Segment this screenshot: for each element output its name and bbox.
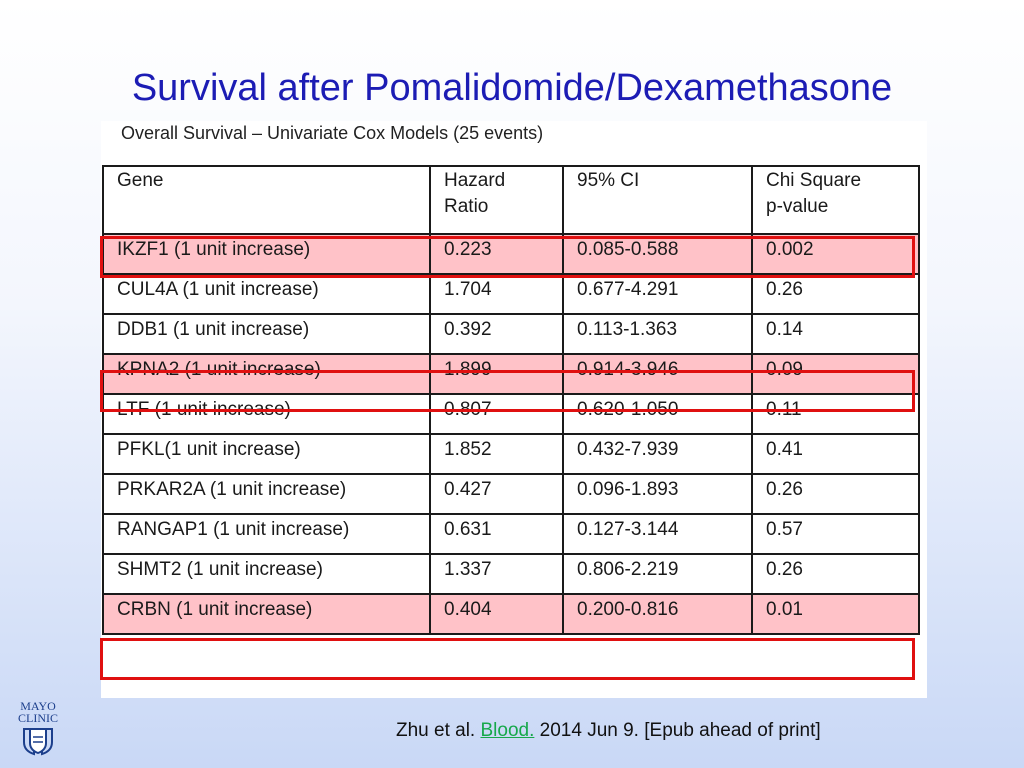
cell-ci: 0.620-1.050 [562,393,753,435]
citation-details: 2014 Jun 9. [Epub ahead of print] [534,720,821,741]
table-row: PRKAR2A (1 unit increase) 0.427 0.096-1.89… [102,473,920,515]
table-row: IKZF1 (1 unit increase) 0.223 0.085-0.588 0… [102,233,920,275]
citation-authors: Zhu et al. [396,720,481,741]
cell-ci: 0.085-0.588 [562,233,753,275]
table-row: LTF (1 unit increase) 0.807 0.620-1.050 0.1… [102,393,920,435]
logo-text-mayo: MAYO [20,699,56,713]
cell-ci: 0.113-1.363 [562,313,753,355]
cell-p-value: 0.11 [751,393,920,435]
table-row: CRBN (1 unit increase) 0.404 0.200-0.816 0.… [102,593,920,635]
cell-gene: SHMT2 (1 unit increase) [102,553,431,595]
logo-text-clinic: CLINIC [18,711,58,725]
cell-p-value: 0.01 [751,593,920,635]
cell-gene: IKZF1 (1 unit increase) [102,233,431,275]
cell-hazard-ratio: 0.807 [429,393,564,435]
mayo-shields-icon [23,728,53,756]
table-row: SHMT2 (1 unit increase) 1.337 0.806-2.219 0… [102,553,920,595]
cell-gene: CUL4A (1 unit increase) [102,273,431,315]
cell-p-value: 0.26 [751,473,920,515]
cell-p-value: 0.002 [751,233,920,275]
cell-p-value: 0.14 [751,313,920,355]
cell-hazard-ratio: 1.704 [429,273,564,315]
table-header-row: Gene Hazard Ratio 95% CI Chi Square p-valu… [102,165,920,235]
cell-gene: PFKL(1 unit increase) [102,433,431,475]
cell-ci: 0.806-2.219 [562,553,753,595]
slide-title: Survival after Pomalidomide/Dexamethason… [131,67,893,109]
cell-gene: KPNA2 (1 unit increase) [102,353,431,395]
table-row: DDB1 (1 unit increase) 0.392 0.113-1.363 0.… [102,313,920,355]
cell-hazard-ratio: 1.899 [429,353,564,395]
cell-hazard-ratio: 0.631 [429,513,564,555]
cell-ci: 0.432-7.939 [562,433,753,475]
cell-gene: PRKAR2A (1 unit increase) [102,473,431,515]
cell-hazard-ratio: 0.427 [429,473,564,515]
header-chi-square: Chi Square p-value [751,165,920,235]
cell-ci: 0.200-0.816 [562,593,753,635]
cox-model-table: Gene Hazard Ratio 95% CI Chi Square p-valu… [102,165,920,635]
table-caption: Overall Survival – Univariate Cox Models… [121,123,544,143]
cell-p-value: 0.57 [751,513,920,555]
cell-hazard-ratio: 0.404 [429,593,564,635]
cell-p-value: 0.09 [751,353,920,395]
cell-hazard-ratio: 1.337 [429,553,564,595]
cell-gene: DDB1 (1 unit increase) [102,313,431,355]
cell-p-value: 0.26 [751,553,920,595]
mayo-clinic-logo: MAYO CLINIC [10,700,66,756]
cell-hazard-ratio: 0.392 [429,313,564,355]
cell-hazard-ratio: 0.223 [429,233,564,275]
cell-ci: 0.914-3.946 [562,353,753,395]
header-gene: Gene [102,165,431,235]
citation-journal-link[interactable]: Blood. [480,720,535,741]
table-row: RANGAP1 (1 unit increase) 0.631 0.127-3.14… [102,513,920,555]
cell-gene: LTF (1 unit increase) [102,393,431,435]
citation: Zhu et al. Blood. 2014 Jun 9. [Epub ahea… [396,720,821,742]
cell-ci: 0.677-4.291 [562,273,753,315]
cell-gene: CRBN (1 unit increase) [102,593,431,635]
header-ci: 95% CI [562,165,753,235]
table-row: CUL4A (1 unit increase) 1.704 0.677-4.291 0… [102,273,920,315]
cell-hazard-ratio: 1.852 [429,433,564,475]
cell-p-value: 0.41 [751,433,920,475]
cell-ci: 0.096-1.893 [562,473,753,515]
header-hazard-ratio: Hazard Ratio [429,165,564,235]
cell-p-value: 0.26 [751,273,920,315]
table-row: PFKL(1 unit increase) 1.852 0.432-7.939 0.4… [102,433,920,475]
cell-gene: RANGAP1 (1 unit increase) [102,513,431,555]
cell-ci: 0.127-3.144 [562,513,753,555]
table-row: KPNA2 (1 unit increase) 1.899 0.914-3.946 0… [102,353,920,395]
